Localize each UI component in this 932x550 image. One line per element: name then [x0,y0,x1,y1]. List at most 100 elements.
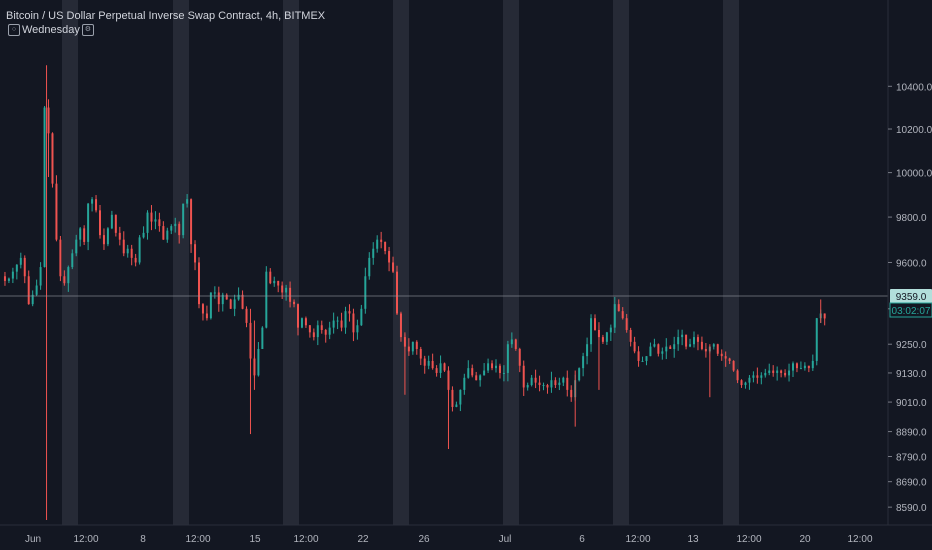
eye-icon[interactable]: ○ [8,24,20,37]
candle-body [558,382,561,386]
candle-body [582,356,585,369]
wednesday-band [62,0,78,525]
candle-body [162,226,165,240]
time-tick-label: 15 [249,534,261,545]
time-tick-label: 13 [687,534,699,545]
candle-body [368,257,371,277]
candle-body [514,339,517,349]
candle-body [601,337,604,342]
candle-body [332,320,335,328]
candle-body [205,313,208,319]
candle-body [645,356,648,361]
candle-body [43,107,46,268]
candle-body [265,271,268,328]
candle-body [213,292,216,294]
candle-body [411,341,414,352]
price-tick-label: 8890.0 [896,428,927,439]
symbol-title[interactable]: Bitcoin / US Dollar Perpetual Inverse Sw… [6,10,326,22]
candle-body [704,348,707,352]
candle-body [340,320,343,328]
candle-body [649,346,652,357]
candle-body [392,262,395,272]
time-axis[interactable]: Jun 12:00 8 12:00 15 12:00 22 26 Jul 6 12:00 13 12:0… [25,534,873,545]
candle-body [415,341,418,349]
candle-body [760,375,763,378]
candle-body [348,311,351,314]
candle-body [122,239,125,254]
candle-body [724,356,727,359]
candle-body [277,280,280,286]
price-tick-label: 9010.0 [896,398,927,409]
candle-body [736,370,739,381]
candle-body [245,308,248,323]
candle-body [590,318,593,345]
candle-body [641,360,644,362]
candle-body [764,372,767,376]
candle-body [506,344,509,373]
candle-body [344,311,347,328]
candle-body [748,377,751,383]
candle-body [712,344,715,347]
current-price-label: 9359.0 [896,292,927,303]
wednesday-highlights [62,0,739,525]
wednesday-band [503,0,519,525]
candle-body [780,370,783,373]
wednesday-band [393,0,409,525]
candle-body [530,377,533,386]
candle-body [376,239,379,249]
candle-body [297,304,299,328]
candle-body [11,271,14,279]
candle-body [273,280,276,284]
candle-body [23,257,26,277]
candle-body [491,363,494,369]
candle-body [233,299,236,309]
candle-body [51,133,54,184]
candle-body [423,358,426,366]
candle-body [150,212,153,222]
wednesday-band [173,0,189,525]
candle-body [102,235,105,245]
candle-body [134,257,137,263]
candles [3,65,826,520]
candle-body [772,370,775,373]
candle-body [178,223,181,236]
candle-body [304,318,307,326]
candle-body [502,372,505,374]
candle-body [142,232,145,238]
candle-body [182,203,185,236]
candle-body [83,228,86,242]
candle-body [542,385,545,387]
candle-body [59,239,62,277]
candle-body [229,299,232,309]
time-tick-label: 20 [799,534,811,545]
settings-icon[interactable]: ⚙ [81,24,94,37]
candle-body [27,276,30,305]
current-price-tag: 9359.0 [890,289,932,303]
candle-body [811,360,814,369]
candle-body [312,332,315,338]
price-tick-label: 8690.0 [896,478,927,489]
candle-body [289,287,292,302]
indicator-row[interactable]: ○ Wednesday ⚙ [6,23,325,37]
wednesday-band [723,0,739,525]
candle-body [550,380,553,388]
candle-body [35,285,38,295]
price-tick-label: 9250.0 [896,340,927,351]
candle-body [67,267,70,284]
candle-body [388,251,391,263]
candle-body [700,341,703,349]
candle-body [788,370,791,376]
candle-body [784,372,787,376]
candle-body [71,253,74,268]
candle-body [257,348,260,376]
candle-body [166,230,169,240]
candle-body [487,363,490,371]
candle-body [720,353,723,357]
candle-body [685,334,688,347]
indicator-label: Wednesday [22,24,80,36]
candle-body [621,311,624,319]
candle-body [799,368,802,370]
candle-body [744,382,747,386]
